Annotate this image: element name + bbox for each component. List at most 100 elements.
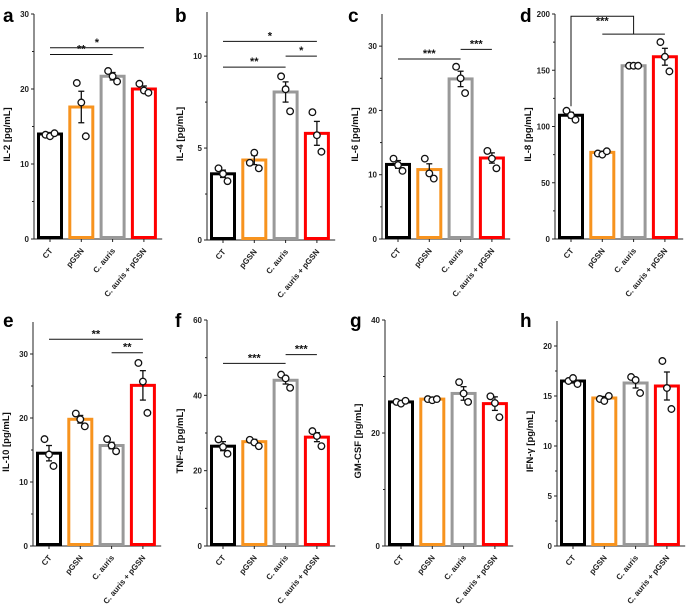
panel-letter: d [520,6,532,27]
y-tick-label: 100 [537,123,551,132]
data-point [401,396,410,405]
panel-letter: f [175,311,182,332]
bar-c-auris-pgsn [129,383,156,546]
y-tick-label: 20 [20,85,29,94]
bar-c-auris-pgsn [303,131,330,241]
bar-c-auris [272,90,299,240]
significance-label: * [299,45,304,57]
x-tick-label: CT [564,553,578,567]
bar-c-auris [98,444,125,546]
data-point [665,67,674,76]
bar-c-auris-pgsn [303,435,330,547]
bar-pgsn [241,440,268,546]
x-tick-label: pGSN [64,553,85,576]
x-tick-label: pGSN [588,553,609,576]
x-tick-label: C. auris [264,247,290,276]
y-axis-label: IL-2 [pg/mL] [2,107,13,161]
data-point [286,107,295,116]
y-tick-label: 20 [543,342,552,351]
data-point [317,147,326,156]
data-point [144,88,153,97]
data-point [277,72,286,81]
data-point [108,72,117,81]
bar-c-auris [447,77,474,239]
y-tick-label: 15 [543,392,552,401]
data-point [81,132,90,141]
data-point [308,427,317,436]
data-point [214,164,223,173]
x-tick-label: C. auris [442,553,468,582]
bar-ct [210,444,236,546]
x-tick-label: pGSN [238,553,259,576]
y-axis-label: TNF-α [pg/mL] [175,409,186,474]
panel-letter: h [520,311,532,332]
bar-c-auris [620,64,647,239]
data-point [138,377,147,386]
x-tick-label: C. auris [439,246,465,275]
y-tick-label: 0 [373,235,378,244]
y-tick-label: 0 [24,542,29,551]
bar-c-auris [99,74,126,239]
data-point [219,442,227,451]
y-tick-label: 5 [198,144,203,153]
y-tick-label: 0 [548,542,553,551]
y-axis-label: GM-CSF [pg/mL] [353,404,364,479]
panel-letter: b [175,6,187,27]
data-point [76,415,85,424]
x-tick-label: pGSN [413,246,434,269]
y-tick-label: 20 [368,106,377,115]
bar-ct [558,113,584,239]
data-point [394,161,402,170]
x-tick-label: pGSN [238,247,259,270]
data-point [107,441,116,450]
significance-bracket [570,15,665,107]
data-point [634,61,643,70]
y-tick-label: 10 [20,160,29,169]
significance-label: *** [596,15,610,27]
data-point [250,148,259,157]
x-tick-label: CT [389,246,403,260]
bar-c-auris-pgsn [651,55,678,239]
data-point [50,129,59,138]
bar-ct [210,172,236,241]
data-point [134,359,143,367]
y-tick-label: 30 [368,42,377,51]
panel-letter: a [3,6,14,27]
data-point [77,98,86,107]
x-tick-label: CT [214,247,228,261]
data-point [398,166,407,175]
data-point [486,392,495,401]
y-tick-label: 40 [371,316,380,325]
x-tick-label: CT [40,553,54,567]
bar-c-auris [450,391,477,547]
x-tick-label: pGSN [586,246,607,269]
data-point [456,74,465,83]
data-point [420,154,429,163]
significance-label: ** [77,44,86,56]
panel-letter: c [348,6,359,27]
y-tick-label: 0 [198,542,203,551]
data-point [219,169,227,178]
data-point [135,79,144,88]
data-point [112,447,121,456]
bar-pgsn [591,396,618,546]
data-point [660,52,669,61]
y-tick-label: 60 [193,316,202,325]
y-axis-label: IL-4 [pg/mL] [175,107,186,161]
data-point [571,115,580,124]
data-point [281,374,290,383]
data-point [636,389,645,397]
significance-label: * [268,30,273,42]
y-axis-label: IFN-γ [pg/mL] [525,411,536,472]
data-point [80,422,89,431]
data-point [461,89,470,98]
bar-pgsn [68,105,95,239]
data-point [602,147,611,156]
bar-c-auris [622,381,649,546]
x-tick-label: C. auris [614,553,640,582]
data-point [245,158,254,167]
